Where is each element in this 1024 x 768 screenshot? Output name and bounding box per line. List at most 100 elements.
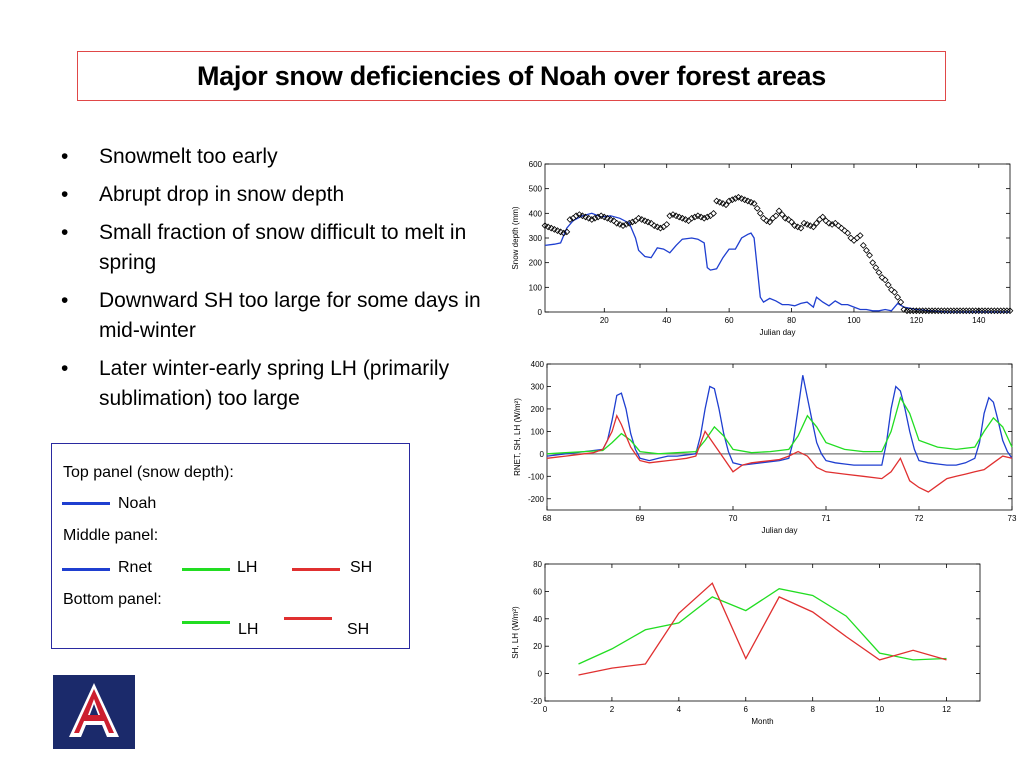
observation-point	[969, 307, 976, 315]
x-tick-label: 6	[744, 705, 749, 714]
observation-point	[791, 222, 799, 230]
y-axis-label: Snow depth (mm)	[511, 206, 520, 269]
y-axis-label: RNET, SH, LH (W/m²)	[513, 398, 522, 476]
observation-point	[944, 307, 951, 315]
y-tick-label: 100	[529, 283, 543, 292]
legend-bot-sh-label: SH	[347, 621, 370, 638]
observation-point	[891, 288, 898, 296]
observation-point	[604, 214, 611, 222]
bullet-item: • Small fraction of snow difficult to mel…	[58, 218, 488, 278]
observation-point	[641, 217, 649, 225]
y-tick-label: 0	[538, 308, 543, 317]
observation-point	[831, 219, 839, 227]
x-axis-label: Julian day	[759, 328, 795, 337]
legend-mid-lh-label: LH	[237, 559, 258, 576]
x-tick-label: 12	[942, 705, 951, 714]
observation-point	[594, 213, 602, 221]
sh-series-line	[546, 413, 1013, 493]
y-tick-label: 200	[531, 405, 545, 414]
observation-point	[544, 223, 552, 231]
observation-point	[825, 219, 833, 227]
observation-point	[688, 214, 696, 222]
observation-point	[547, 224, 555, 232]
observation-point	[625, 219, 633, 227]
observation-point	[813, 219, 820, 227]
observation-point	[732, 195, 739, 202]
observation-point	[647, 219, 655, 227]
bullet-list: • Snowmelt too early • Abrupt drop in snow…	[58, 142, 488, 422]
observation-point	[913, 307, 920, 315]
x-tick-label: 40	[662, 316, 671, 325]
observation-point	[694, 212, 702, 220]
observation-point	[797, 224, 805, 232]
observation-point	[703, 213, 711, 221]
y-tick-label: 400	[531, 360, 545, 369]
x-tick-label: 80	[787, 316, 796, 325]
observation-point	[644, 218, 652, 226]
legend-rnet-label: Rnet	[118, 559, 152, 576]
y-tick-label: 500	[529, 185, 543, 194]
observation-point	[903, 307, 911, 315]
observation-point	[803, 221, 811, 228]
observation-point	[563, 228, 571, 236]
observation-point	[572, 212, 580, 220]
observation-point	[847, 234, 855, 242]
observation-point	[638, 216, 646, 223]
x-tick-label: 10	[875, 705, 884, 714]
observation-point	[725, 197, 733, 205]
x-tick-label: 69	[636, 514, 645, 523]
observation-point	[763, 217, 770, 225]
observation-point	[997, 307, 1005, 315]
bullet-dot: •	[61, 145, 69, 168]
observation-point	[554, 227, 561, 234]
legend-mid-lh-swatch	[182, 568, 230, 571]
bullet-dot: •	[61, 221, 69, 244]
observation-point	[1006, 307, 1014, 315]
observation-point	[810, 223, 817, 231]
observation-point	[934, 307, 942, 315]
observation-point	[781, 214, 789, 222]
observation-point	[728, 196, 736, 204]
x-tick-label: 100	[847, 316, 861, 325]
observation-point	[550, 226, 558, 233]
page-title: Major snow deficiencies of Noah over for…	[196, 60, 826, 91]
observation-point	[775, 207, 783, 215]
observation-point	[884, 281, 892, 289]
observation-point	[859, 242, 867, 249]
observation-point	[588, 216, 596, 223]
observation-point	[1000, 307, 1008, 315]
observation-point	[919, 307, 926, 315]
x-tick-label: 0	[543, 705, 548, 714]
observation-point	[650, 222, 658, 230]
x-tick-label: 68	[543, 514, 552, 523]
observation-point	[585, 214, 593, 222]
y-tick-label: -200	[528, 495, 545, 504]
observation-point	[828, 221, 836, 228]
observation-point	[994, 307, 1001, 315]
y-tick-label: -100	[528, 472, 545, 481]
observation-point	[697, 213, 705, 221]
legend-bot-lh-label: LH	[238, 621, 259, 638]
legend-middle-heading: Middle panel:	[63, 527, 159, 544]
observation-point	[672, 212, 680, 220]
y-axis-label: SH, LH (W/m²)	[511, 606, 520, 659]
observation-point	[619, 222, 627, 230]
observation-point	[753, 205, 761, 212]
observation-point	[675, 213, 683, 221]
x-tick-label: 60	[725, 316, 734, 325]
observation-point	[794, 223, 802, 231]
observation-point	[937, 307, 945, 315]
observation-point	[778, 211, 786, 218]
sh-series-line	[578, 582, 947, 676]
x-tick-label: 20	[600, 316, 609, 325]
observation-point	[716, 198, 724, 206]
bullet-text: Abrupt drop in snow depth	[99, 183, 345, 206]
bullet-dot: •	[61, 357, 69, 380]
y-tick-label: 40	[533, 615, 542, 624]
bullet-text: Downward SH too large for some days in m…	[99, 289, 481, 342]
observation-point	[616, 221, 624, 228]
observation-point	[682, 216, 689, 223]
bullet-text: Snowmelt too early	[99, 145, 278, 168]
observation-point	[888, 286, 895, 294]
